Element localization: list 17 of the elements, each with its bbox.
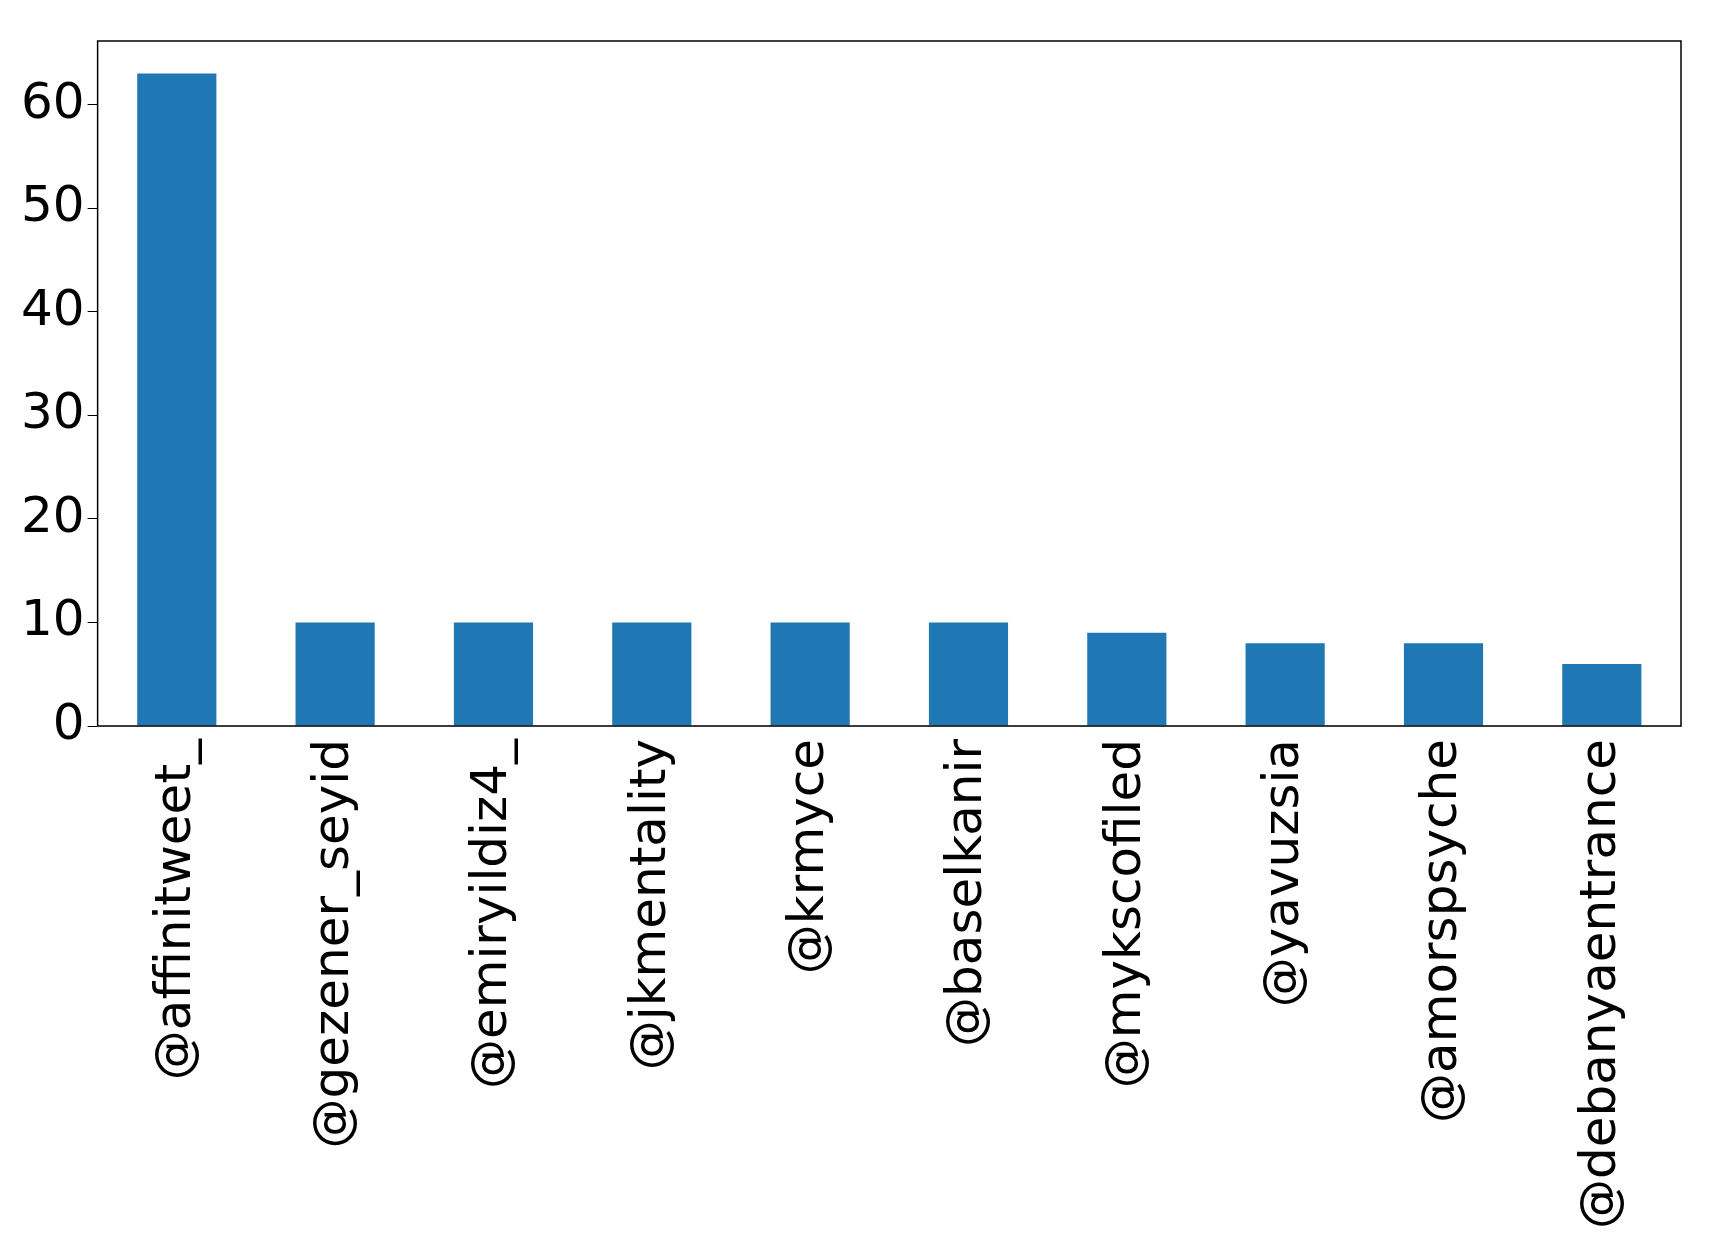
x-tick-label: @amorspsyche: [1410, 739, 1469, 1123]
x-tick-label: @gezener_seyid: [302, 739, 361, 1149]
y-tick-label: 10: [21, 589, 85, 648]
x-tick-label: @debanyaentrance: [1568, 739, 1627, 1230]
y-tick-label: 20: [21, 485, 85, 544]
y-tick-label: 0: [52, 692, 85, 751]
x-tick-label: @baselkanir: [935, 738, 994, 1047]
x-tick-label: @krmyce: [777, 739, 836, 975]
x-tick-label: @jkmentality: [618, 739, 677, 1071]
y-tick-label: 30: [21, 382, 85, 441]
x-tick-label: @affinitweet_: [143, 738, 202, 1081]
x-tick-label: @yavuzsia: [1252, 739, 1311, 1008]
x-tick-label: @mykscofiled: [1093, 739, 1152, 1089]
y-tick-label: 60: [21, 71, 85, 130]
y-tick-label: 50: [21, 175, 85, 234]
y-tick-label: 40: [21, 278, 85, 337]
x-tick-label: @emiryildiz4_: [460, 738, 519, 1089]
